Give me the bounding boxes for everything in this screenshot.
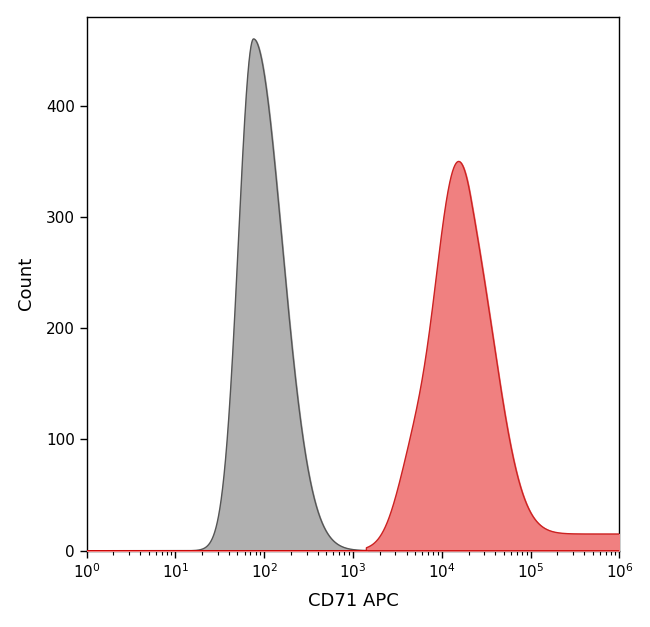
Y-axis label: Count: Count (17, 257, 34, 310)
X-axis label: CD71 APC: CD71 APC (307, 593, 398, 610)
